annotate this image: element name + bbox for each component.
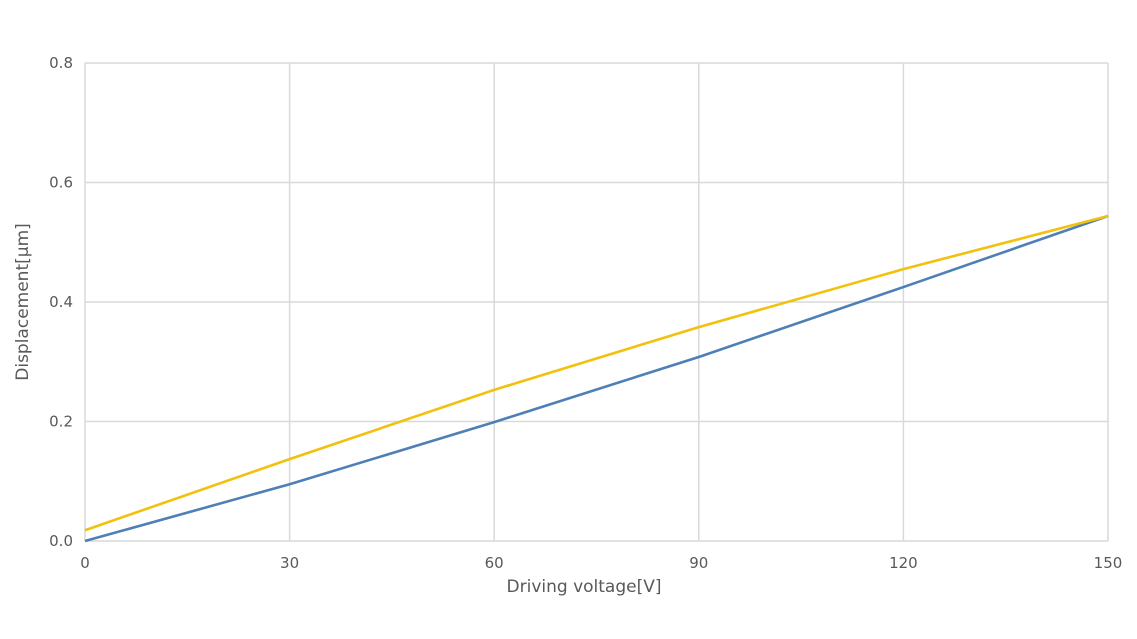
tick-labels: 0 30 60 90 120 150 0.0 0.2 0.4 0.6 0.8 [49, 54, 1122, 572]
x-tick-label: 0 [80, 554, 90, 572]
grid [84, 62, 1109, 542]
x-axis-label: Driving voltage[V] [507, 577, 662, 597]
series-line-2 [84, 214, 1109, 532]
x-tick-label: 30 [280, 554, 299, 572]
x-tick-label: 60 [485, 554, 504, 572]
y-tick-label: 0.6 [49, 174, 73, 192]
y-tick-label: 0.8 [49, 54, 73, 72]
series-lines [84, 214, 1109, 543]
y-axis-label: Displacement[μm] [13, 223, 33, 381]
x-tick-label: 120 [889, 554, 918, 572]
y-tick-label: 0.2 [49, 413, 73, 431]
y-tick-label: 0.0 [49, 532, 73, 550]
series-line-1 [84, 214, 1109, 543]
x-tick-label: 90 [689, 554, 708, 572]
x-tick-label: 150 [1094, 554, 1123, 572]
y-tick-label: 0.4 [49, 293, 73, 311]
